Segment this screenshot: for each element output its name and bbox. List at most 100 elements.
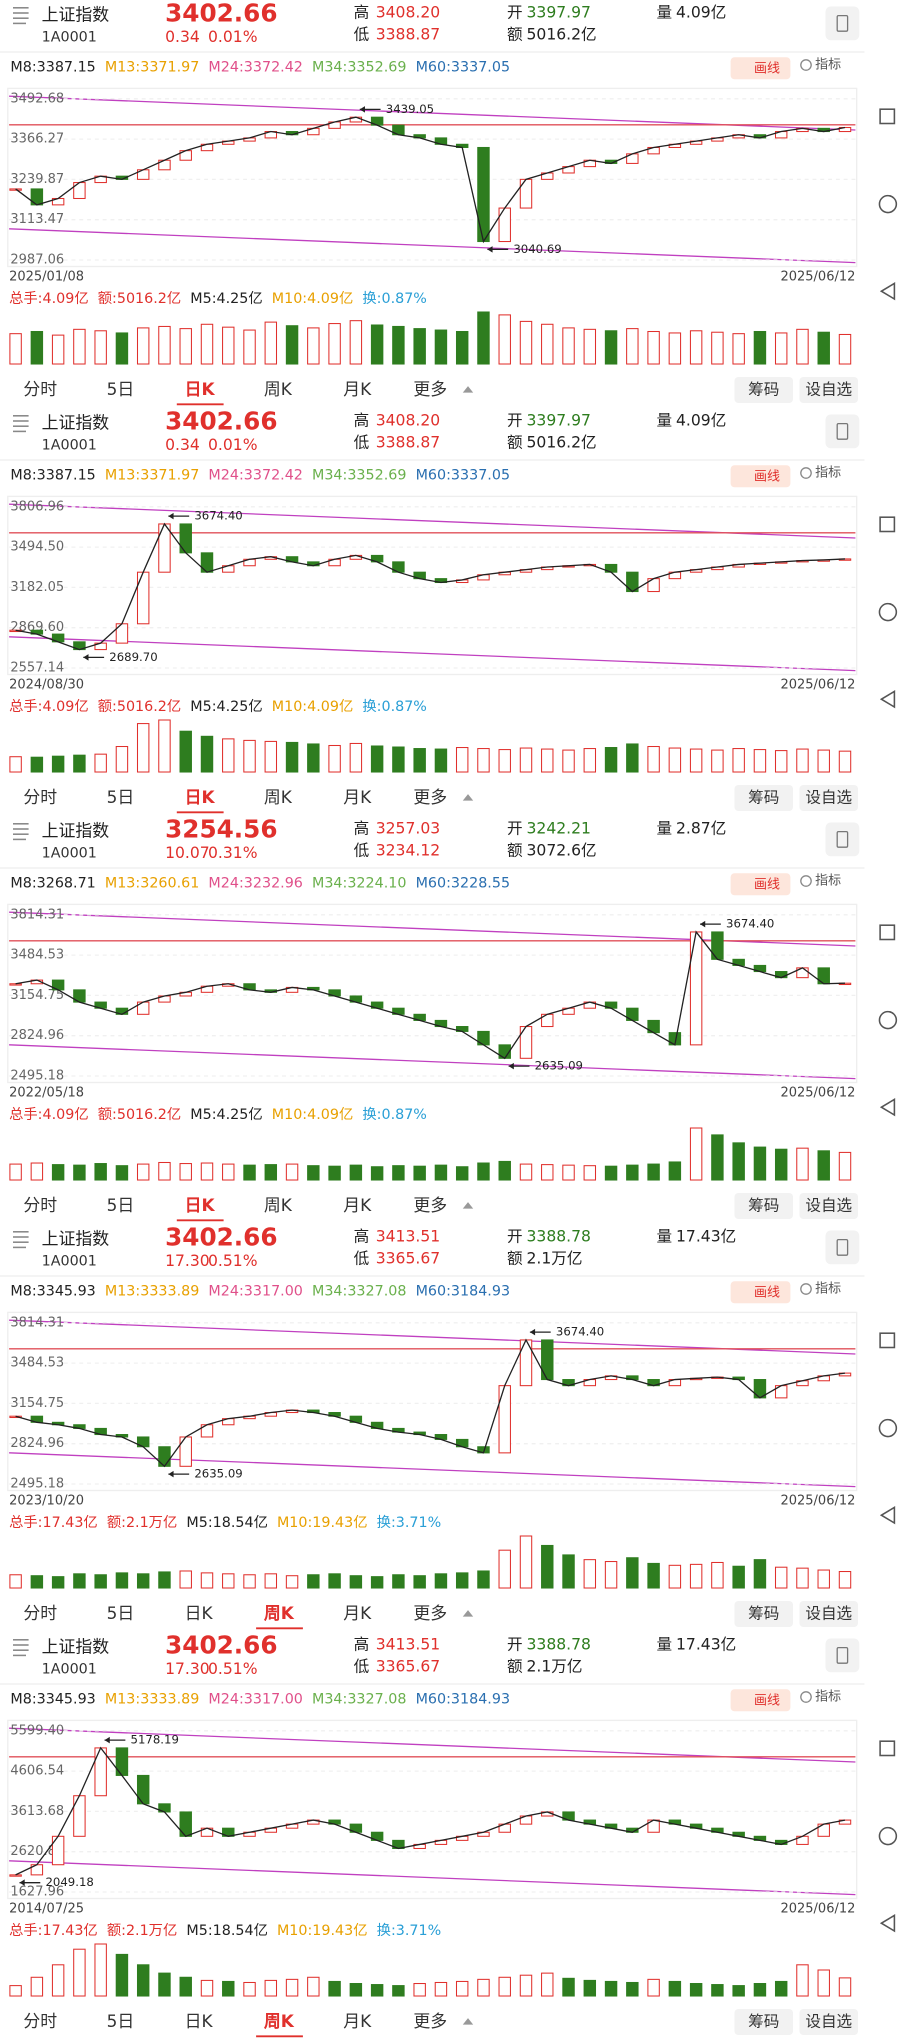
period-tab[interactable]: 周K: [264, 1603, 295, 1623]
tab-button[interactable]: [734, 2009, 794, 2036]
header-low: 3365.67: [376, 1250, 440, 1268]
phone-button[interactable]: [825, 1638, 860, 1673]
chart-frame: [7, 1311, 858, 1492]
tab-button[interactable]: [799, 1193, 859, 1220]
volume-bar: [30, 756, 44, 773]
tab-button-label: 筹码: [748, 2013, 779, 2031]
period-tab[interactable]: 周K: [264, 379, 293, 399]
period-tab[interactable]: 周K: [264, 2011, 295, 2031]
period-tab[interactable]: 分时: [23, 787, 57, 807]
period-tab[interactable]: 分时: [23, 1603, 57, 1623]
volume-bar: [243, 1981, 256, 1997]
ma-value: M34:3327.08: [312, 1692, 406, 1708]
tab-button[interactable]: [799, 2009, 859, 2036]
period-tab[interactable]: 日K: [185, 1195, 216, 1215]
period-tab[interactable]: 日K: [185, 787, 216, 807]
tab-button[interactable]: [799, 377, 859, 404]
nav-recent[interactable]: [879, 1740, 896, 1757]
period-tab[interactable]: 日K: [185, 1603, 214, 1623]
phone-button[interactable]: [825, 414, 860, 449]
period-tab[interactable]: 更多: [413, 2011, 447, 2031]
volume-bar: [328, 1573, 341, 1589]
volume-bar: [668, 1564, 682, 1589]
nav-home[interactable]: [878, 1010, 898, 1030]
tab-button[interactable]: [734, 785, 794, 812]
nav-back[interactable]: [879, 690, 896, 709]
nav-home[interactable]: [878, 1826, 898, 1846]
indicator-label[interactable]: 指标: [815, 466, 841, 481]
header-amount: 3072.6亿: [527, 842, 597, 860]
tab-button[interactable]: [734, 1601, 794, 1628]
nav-back[interactable]: [879, 1098, 896, 1117]
period-tab[interactable]: 5日: [107, 1195, 135, 1215]
period-tab[interactable]: 更多: [413, 1195, 447, 1215]
note-arrowhead: [83, 654, 89, 661]
period-tab[interactable]: 日K: [185, 379, 216, 399]
volume-bar: [392, 1165, 405, 1181]
phone-button[interactable]: [825, 6, 860, 41]
volume-stat: 总手:17.43亿: [9, 1514, 98, 1531]
nav-back[interactable]: [879, 1506, 896, 1525]
indicator-label[interactable]: 指标: [815, 874, 841, 889]
nav-recent[interactable]: [879, 516, 896, 533]
period-tab[interactable]: 分时: [23, 379, 57, 399]
period-tab[interactable]: 月K: [343, 787, 372, 807]
header-low: 3388.87: [376, 434, 440, 452]
period-tab[interactable]: 5日: [107, 2011, 135, 2031]
tab-button[interactable]: [799, 785, 859, 812]
note-low-note: 3040.69: [513, 242, 561, 256]
indicator-label[interactable]: 指标: [815, 1282, 841, 1297]
draw-line-label: 画线: [754, 1693, 780, 1708]
draw-line-button[interactable]: [730, 1281, 791, 1304]
nav-home[interactable]: [878, 1418, 898, 1438]
period-tab[interactable]: 更多: [413, 1603, 447, 1623]
header-price: 3402.66: [165, 1222, 277, 1251]
volume-bar: [562, 1977, 575, 1997]
volume-bar: [307, 1574, 320, 1589]
nav-back[interactable]: [879, 1914, 896, 1933]
draw-line-button[interactable]: [730, 465, 791, 488]
tab-button-label: 设自选: [805, 381, 852, 399]
tab-button[interactable]: [734, 1193, 794, 1220]
period-tab[interactable]: 5日: [107, 787, 135, 807]
period-tab[interactable]: 5日: [107, 379, 135, 399]
period-tab[interactable]: 更多: [413, 379, 447, 399]
nav-recent[interactable]: [879, 924, 896, 941]
header-pct: 0.01%: [208, 28, 258, 46]
volume-bar: [689, 1563, 703, 1589]
indicator-label[interactable]: 指标: [815, 1690, 841, 1705]
period-tab[interactable]: 更多: [413, 787, 447, 807]
candle: [94, 1747, 107, 1797]
period-tab[interactable]: 周K: [264, 1195, 293, 1215]
header-change: 0.34: [165, 436, 200, 454]
period-tab[interactable]: 周K: [264, 787, 293, 807]
draw-line-button[interactable]: [730, 57, 791, 80]
period-tab[interactable]: 5日: [107, 1603, 135, 1623]
volume-bar: [179, 1570, 192, 1589]
nav-recent[interactable]: [879, 108, 896, 125]
period-tab[interactable]: 分时: [23, 1195, 57, 1215]
indicator-label[interactable]: 指标: [815, 58, 841, 73]
period-tab[interactable]: 分时: [23, 2011, 57, 2031]
volume-bar: [647, 1562, 660, 1589]
phone-button[interactable]: [825, 822, 860, 857]
volume-bar: [519, 1535, 533, 1589]
tab-button[interactable]: [799, 1601, 859, 1628]
period-tab[interactable]: 日K: [185, 2011, 214, 2031]
nav-home[interactable]: [878, 194, 898, 214]
nav-recent[interactable]: [879, 1332, 896, 1349]
nav-back[interactable]: [879, 282, 896, 301]
note-arrowhead: [168, 1470, 174, 1478]
draw-line-button[interactable]: [730, 873, 791, 896]
tab-button[interactable]: [734, 377, 794, 404]
period-tab[interactable]: 月K: [343, 2011, 372, 2031]
volume-bar: [328, 744, 341, 773]
header-vol: 4.09亿: [676, 412, 726, 430]
volume-stat: M5:18.54亿: [186, 1922, 267, 1939]
draw-line-button[interactable]: [730, 1689, 791, 1712]
period-tab[interactable]: 月K: [343, 1603, 372, 1623]
phone-button[interactable]: [825, 1230, 860, 1265]
period-tab[interactable]: 月K: [343, 379, 372, 399]
period-tab[interactable]: 月K: [343, 1195, 372, 1215]
nav-home[interactable]: [878, 602, 898, 622]
